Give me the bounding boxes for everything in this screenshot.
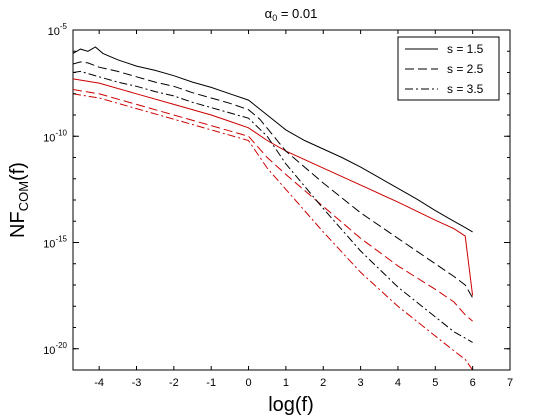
x-tick-label: 1: [283, 377, 289, 389]
legend-label-s15: s = 1.5: [447, 42, 484, 56]
series-line-dashdot-red: [73, 93, 474, 370]
x-tick-label: 5: [432, 377, 438, 389]
chart-title-rest: = 0.01: [277, 6, 317, 21]
series-line-solid-black: [73, 46, 473, 233]
x-tick-label: -1: [206, 377, 216, 389]
x-tick-label: -3: [132, 377, 142, 389]
series-line-dashed-red: [73, 89, 473, 322]
chart-title-sub: 0: [272, 13, 277, 23]
legend-label-s35: s = 3.5: [447, 82, 484, 96]
x-axis-label: log(f): [268, 394, 314, 416]
y-tick-label: 10-20: [43, 341, 67, 357]
series-layer: [73, 46, 474, 370]
series-line-dashed-black: [73, 61, 474, 299]
series-line-solid-red: [73, 78, 474, 296]
y-axis-label-base: NF: [7, 211, 29, 238]
x-tick-labels: -4 -3 -2 -1 0 1 2 3 4 5 6 7: [94, 377, 513, 389]
x-tick-label: 6: [470, 377, 476, 389]
chart-title: α0 = 0.01: [265, 6, 318, 23]
legend: s = 1.5 s = 2.5 s = 3.5: [397, 36, 500, 101]
x-tick-label: 0: [245, 377, 251, 389]
legend-label-s25: s = 2.5: [447, 62, 484, 76]
legend-box: [397, 36, 500, 101]
y-axis-label: NFCOM(f): [7, 162, 31, 238]
y-axis-label-rest: (f): [7, 162, 29, 181]
y-tick-labels: 10-20 10-15 10-10 10-5: [43, 22, 67, 357]
y-tick-label: 10-5: [48, 22, 68, 38]
chart-title-base: α: [265, 6, 273, 21]
x-tick-label: -4: [94, 377, 104, 389]
y-axis-label-sub: COM: [16, 181, 31, 211]
x-tick-label: 2: [320, 377, 326, 389]
x-tick-label: -2: [169, 377, 179, 389]
x-tick-label: 4: [395, 377, 401, 389]
y-tick-label: 10-10: [43, 128, 67, 144]
tick-layer: [73, 29, 511, 371]
y-tick-label: 10-15: [43, 235, 67, 251]
series-line-dashdot-black: [73, 70, 473, 343]
x-tick-label: 3: [358, 377, 364, 389]
x-tick-label: 7: [507, 377, 513, 389]
